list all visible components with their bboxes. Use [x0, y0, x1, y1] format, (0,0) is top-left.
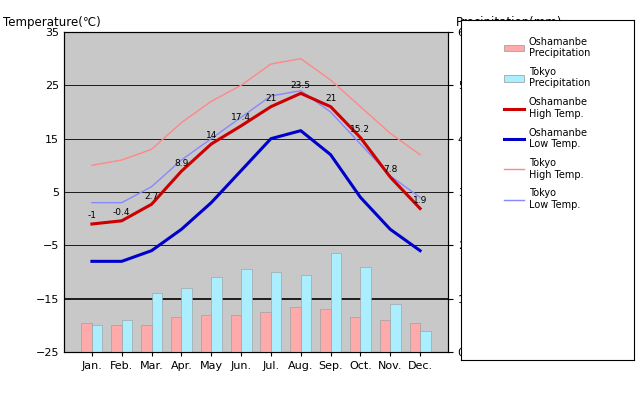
Bar: [420, 331, 431, 352]
Text: -1: -1: [88, 212, 97, 220]
Bar: [122, 320, 132, 352]
Bar: [271, 272, 282, 352]
Bar: [230, 315, 241, 352]
Bar: [181, 288, 192, 352]
Bar: [81, 323, 92, 352]
Bar: [201, 315, 211, 352]
Text: 2.7: 2.7: [145, 192, 159, 201]
Bar: [380, 320, 390, 352]
Text: 8.9: 8.9: [174, 159, 189, 168]
Legend: Oshamanbe
Precipitation, Tokyo
Precipitation, Oshamanbe
High Temp., Oshamanbe
Lo: Oshamanbe Precipitation, Tokyo Precipita…: [499, 32, 595, 215]
Bar: [360, 267, 371, 352]
Text: 21: 21: [325, 94, 336, 103]
Bar: [111, 325, 122, 352]
Bar: [410, 323, 420, 352]
Bar: [350, 317, 360, 352]
Text: 7.8: 7.8: [383, 164, 397, 174]
Bar: [301, 275, 311, 352]
Text: Precipitation(mm): Precipitation(mm): [456, 16, 562, 29]
Bar: [211, 277, 221, 352]
Text: 1.9: 1.9: [413, 196, 428, 205]
Bar: [291, 307, 301, 352]
Bar: [171, 317, 181, 352]
Bar: [241, 269, 252, 352]
Text: 17.4: 17.4: [231, 113, 251, 122]
Bar: [141, 325, 152, 352]
Bar: [92, 325, 102, 352]
Bar: [331, 253, 341, 352]
Bar: [390, 304, 401, 352]
Bar: [260, 312, 271, 352]
Text: 14: 14: [205, 132, 217, 140]
Text: 21: 21: [265, 94, 276, 103]
Bar: [320, 309, 331, 352]
Text: Temperature(℃): Temperature(℃): [3, 16, 100, 29]
Text: -0.4: -0.4: [113, 208, 131, 217]
Text: 23.5: 23.5: [291, 81, 311, 90]
Bar: [152, 293, 162, 352]
Text: 15.2: 15.2: [351, 125, 371, 134]
